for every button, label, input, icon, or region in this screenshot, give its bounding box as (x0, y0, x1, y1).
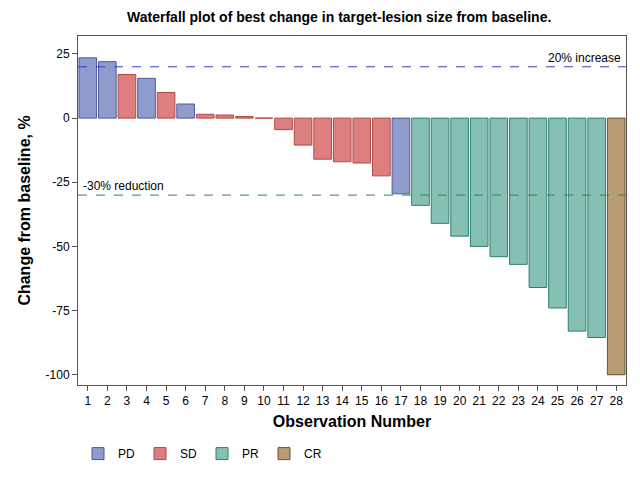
svg-text:16: 16 (375, 394, 389, 408)
svg-text:17: 17 (394, 394, 408, 408)
svg-text:CR: CR (304, 447, 322, 461)
svg-text:-50: -50 (52, 240, 70, 254)
svg-text:11: 11 (277, 394, 290, 408)
svg-text:21: 21 (473, 394, 487, 408)
svg-text:PR: PR (242, 447, 259, 461)
svg-text:SD: SD (180, 447, 197, 461)
svg-text:20% increase: 20% increase (548, 51, 621, 65)
svg-text:25: 25 (56, 47, 70, 61)
svg-text:12: 12 (296, 394, 310, 408)
svg-text:3: 3 (124, 394, 131, 408)
svg-text:20: 20 (453, 394, 467, 408)
svg-text:6: 6 (182, 394, 189, 408)
svg-text:2: 2 (104, 394, 111, 408)
svg-text:25: 25 (551, 394, 565, 408)
svg-text:Observation Number: Observation Number (273, 413, 431, 430)
svg-text:5: 5 (163, 394, 170, 408)
svg-text:10: 10 (257, 394, 271, 408)
svg-text:0: 0 (63, 111, 70, 125)
svg-text:1: 1 (84, 394, 91, 408)
svg-text:-25: -25 (52, 175, 70, 189)
svg-text:28: 28 (610, 394, 624, 408)
svg-text:13: 13 (316, 394, 330, 408)
svg-text:Waterfall plot of best change: Waterfall plot of best change in target-… (127, 9, 551, 25)
svg-text:9: 9 (241, 394, 248, 408)
svg-text:-75: -75 (52, 304, 70, 318)
svg-text:7: 7 (202, 394, 209, 408)
svg-text:4: 4 (143, 394, 150, 408)
svg-text:27: 27 (590, 394, 604, 408)
svg-text:24: 24 (531, 394, 545, 408)
svg-text:PD: PD (118, 447, 135, 461)
svg-text:14: 14 (336, 394, 350, 408)
svg-text:-100: -100 (46, 368, 70, 382)
svg-text:8: 8 (221, 394, 228, 408)
svg-text:23: 23 (512, 394, 526, 408)
svg-text:22: 22 (492, 394, 506, 408)
svg-text:26: 26 (570, 394, 584, 408)
svg-text:Change from baseline, %: Change from baseline, % (16, 115, 33, 305)
svg-text:19: 19 (433, 394, 447, 408)
svg-text:18: 18 (414, 394, 428, 408)
svg-text:15: 15 (355, 394, 369, 408)
svg-text:-30% reduction: -30% reduction (83, 179, 164, 193)
